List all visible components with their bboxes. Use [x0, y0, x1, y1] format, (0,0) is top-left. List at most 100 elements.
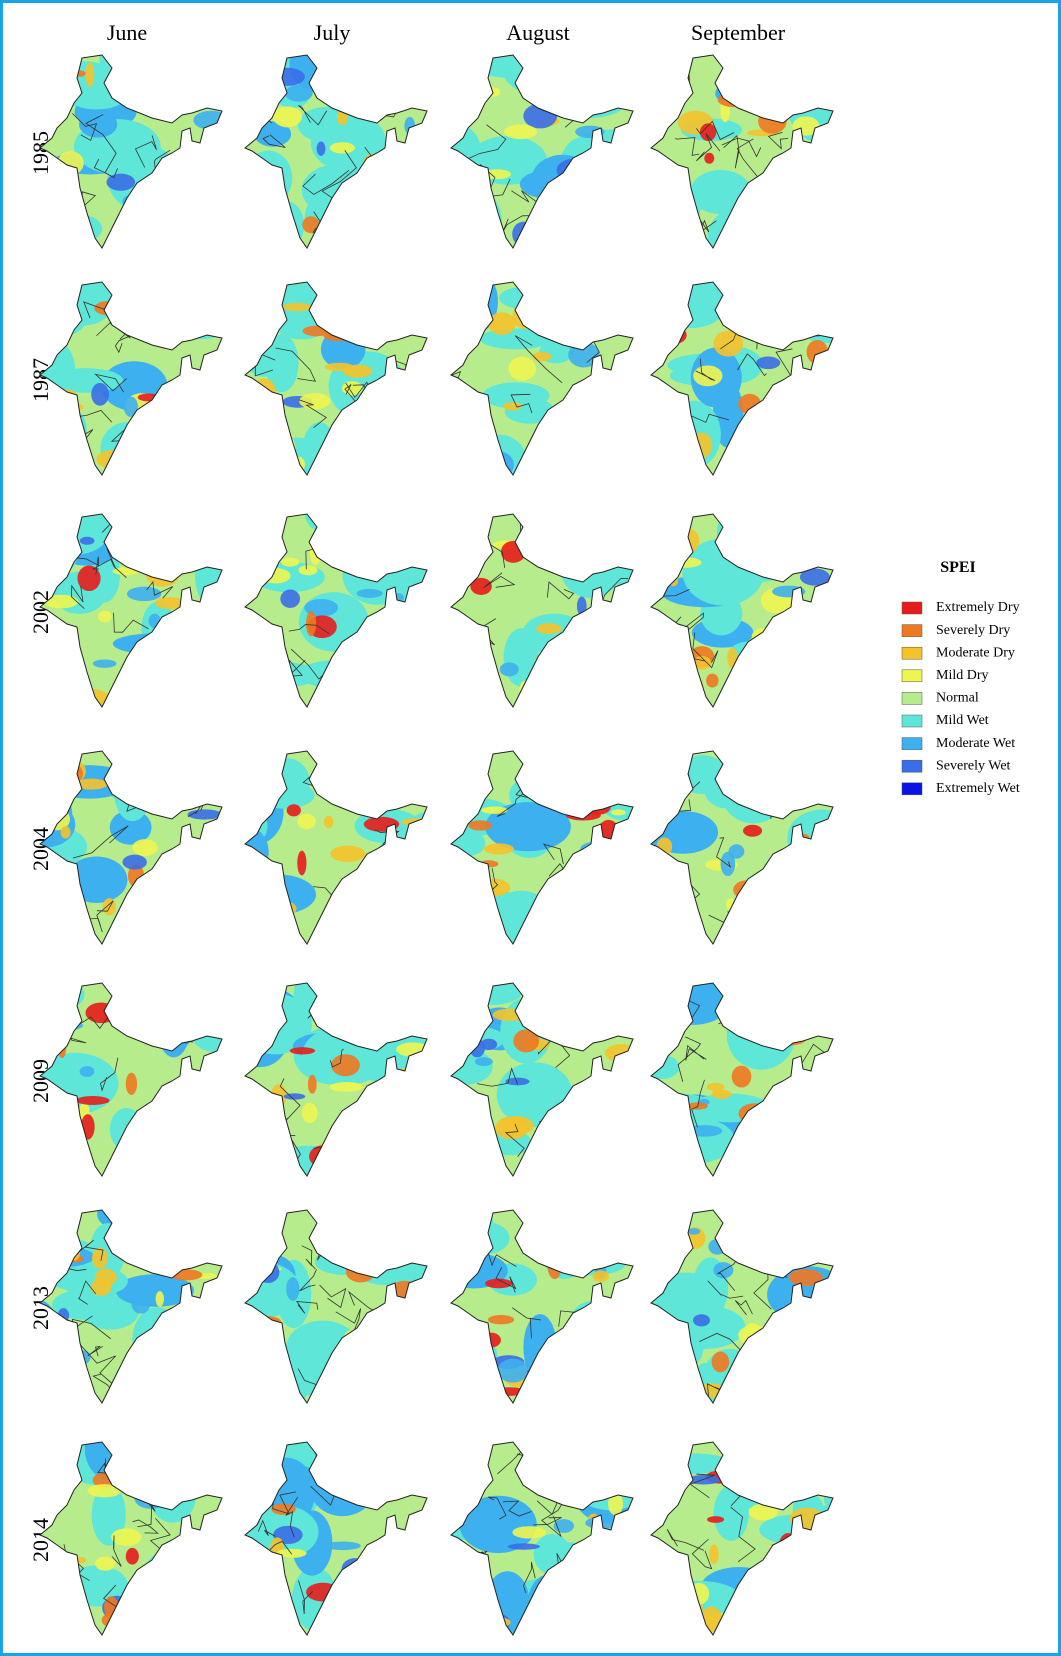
country-outline: [450, 982, 634, 1177]
spei-region: [256, 769, 285, 791]
state-border: [533, 1003, 553, 1027]
wet-region: [499, 286, 549, 309]
wet-region: [651, 632, 688, 697]
legend-swatch: [901, 759, 923, 773]
spei-region: [587, 1245, 621, 1258]
wet-region: [781, 164, 820, 215]
country-outline: [39, 513, 223, 708]
state-border: [738, 659, 773, 691]
wet-region: [651, 753, 685, 799]
spei-region: [197, 996, 222, 1013]
state-border: [691, 1538, 713, 1570]
spei-region: [686, 1125, 723, 1137]
state-border: [707, 1280, 744, 1299]
wet-region: [245, 684, 272, 707]
state-border: [85, 114, 117, 173]
state-border: [767, 671, 786, 684]
legend-label: Normal: [936, 691, 979, 706]
wet-region: [330, 1593, 407, 1617]
state-border: [298, 399, 327, 428]
state-border: [576, 1234, 600, 1265]
wet-region: [651, 756, 682, 790]
wet-region: [269, 201, 305, 248]
wet-region: [379, 1364, 427, 1388]
spei-region: [783, 1100, 800, 1120]
spei-region: [680, 529, 700, 553]
wet-region: [245, 884, 284, 944]
spei-region: [276, 1548, 307, 1558]
spei-region: [126, 1007, 149, 1023]
wet-region: [40, 282, 78, 318]
spei-region: [563, 1624, 597, 1632]
state-border: [510, 190, 539, 204]
spei-region: [85, 62, 95, 88]
legend-swatch: [901, 782, 923, 796]
spei-region: [775, 1360, 805, 1380]
spei-region: [512, 1526, 547, 1539]
map-base: [451, 1210, 633, 1403]
spei-region: [297, 850, 307, 876]
wet-region: [651, 668, 697, 707]
spei-region: [453, 445, 483, 453]
spei-region: [454, 883, 481, 895]
wet-region: [651, 55, 672, 82]
spei-region: [132, 1111, 160, 1130]
state-border: [79, 1343, 119, 1390]
wet-region: [451, 1026, 506, 1052]
state-border: [546, 885, 563, 907]
spei-region: [164, 1473, 199, 1484]
spei-region: [408, 1335, 426, 1354]
state-border: [754, 401, 784, 429]
state-border: [698, 217, 717, 234]
wet-region: [566, 1301, 617, 1363]
wet-region: [188, 1571, 222, 1635]
spei-region: [742, 894, 765, 910]
state-border: [696, 133, 721, 162]
country-outline: [39, 1441, 223, 1636]
map-fill: [245, 514, 427, 707]
spei-region: [548, 643, 562, 650]
legend-swatch: [901, 624, 923, 637]
state-border: [301, 1245, 316, 1270]
spei-region: [193, 670, 222, 678]
spei-region: [390, 1554, 409, 1565]
wet-region: [461, 983, 524, 1005]
row-label: 1987: [28, 358, 53, 402]
state-border: [72, 113, 98, 142]
state-border: [488, 1496, 507, 1520]
column-label: September: [691, 20, 786, 45]
spei-region: [96, 450, 129, 469]
wet-region: [592, 1547, 633, 1613]
spei-region: [474, 1057, 493, 1067]
state-border: [371, 865, 392, 889]
spei-region: [126, 1230, 155, 1240]
wet-region: [169, 1576, 222, 1635]
wet-region: [451, 1210, 494, 1239]
spei-region: [188, 881, 210, 902]
state-border: [580, 894, 596, 916]
spei-region: [687, 1228, 701, 1235]
legend-label: Moderate Dry: [936, 645, 1015, 660]
state-border: [666, 1529, 705, 1551]
wet-region: [140, 688, 189, 707]
legend-label: Moderate Wet: [936, 736, 1015, 751]
wet-region: [596, 901, 633, 944]
spei-region: [610, 809, 626, 816]
spei-region: [168, 161, 204, 187]
wet-region: [533, 1534, 572, 1575]
spei-region: [692, 1314, 711, 1327]
country-outline: [650, 1441, 834, 1636]
wet-region: [40, 55, 79, 93]
spei-region: [388, 1280, 422, 1306]
legend-swatch: [901, 646, 923, 660]
wet-region: [561, 1250, 627, 1276]
state-border: [93, 158, 118, 179]
wet-region: [779, 1101, 833, 1152]
state-border: [717, 514, 746, 538]
spei-region: [252, 1315, 282, 1329]
country-outline: [650, 281, 834, 476]
state-border: [486, 1248, 517, 1267]
spei-region: [505, 1077, 530, 1086]
spei-region: [748, 1503, 778, 1521]
